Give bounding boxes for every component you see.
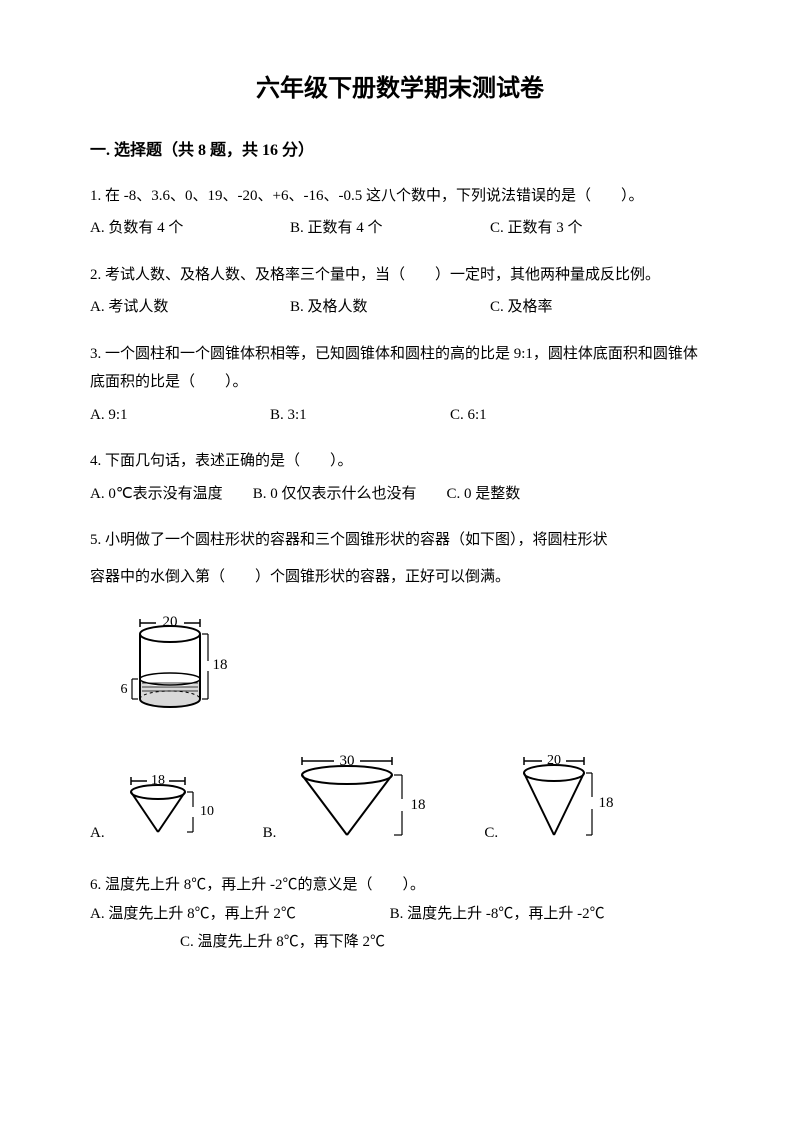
question-6: 6. 温度先上升 8℃，再上升 -2℃的意义是（ ）。 A. 温度先上升 8℃，…	[90, 871, 710, 957]
q1-opt-b: B. 正数有 4 个	[290, 214, 450, 243]
q2-opt-c: C. 及格率	[490, 293, 650, 322]
cyl-height-label: 18	[213, 657, 228, 673]
cyl-water-label: 6	[121, 682, 128, 697]
q3-options: A. 9:1 B. 3:1 C. 6:1	[90, 401, 710, 430]
cone-b-icon: 30 18	[284, 747, 444, 847]
q4-stem: 4. 下面几句话，表述正确的是（ ）。	[90, 447, 710, 476]
q2-opt-a: A. 考试人数	[90, 293, 250, 322]
cone-b: B. 30 18	[263, 747, 445, 847]
cone-a-height: 10	[200, 804, 214, 819]
cone-b-label: B.	[263, 819, 277, 848]
question-5: 5. 小明做了一个圆柱形状的容器和三个圆锥形状的容器（如下图），将圆柱形状 容器…	[90, 526, 710, 847]
q4-opt-b: B. 0 仅仅表示什么也没有	[253, 480, 417, 509]
section-header: 一. 选择题（共 8 题，共 16 分）	[90, 138, 710, 164]
q4-options: A. 0℃表示没有温度 B. 0 仅仅表示什么也没有 C. 0 是整数	[90, 480, 710, 509]
q1-options: A. 负数有 4 个 B. 正数有 4 个 C. 正数有 3 个	[90, 214, 710, 243]
cone-c-height: 18	[599, 795, 614, 811]
q2-opt-b: B. 及格人数	[290, 293, 450, 322]
cone-a: A. 18 10	[90, 767, 223, 847]
q6-opt-c: C. 温度先上升 8℃，再下降 2℃	[180, 934, 385, 950]
q4-opt-a: A. 0℃表示没有温度	[90, 480, 223, 509]
q3-opt-b: B. 3:1	[270, 401, 410, 430]
q1-opt-c: C. 正数有 3 个	[490, 214, 650, 243]
cone-a-icon: 18 10	[113, 767, 223, 847]
cone-options: A. 18 10 B.	[90, 747, 710, 847]
q3-opt-a: A. 9:1	[90, 401, 230, 430]
q6-stem: 6. 温度先上升 8℃，再上升 -2℃的意义是（ ）。	[90, 871, 710, 900]
question-1: 1. 在 -8、3.6、0、19、-20、+6、-16、-0.5 这八个数中，下…	[90, 182, 710, 243]
q6-opt-a: A. 温度先上升 8℃，再上升 2℃	[90, 906, 296, 922]
q2-stem: 2. 考试人数、及格人数、及格率三个量中，当（ ）一定时，其他两种量成反比例。	[90, 261, 710, 290]
cone-b-height: 18	[411, 797, 426, 813]
q3-stem: 3. 一个圆柱和一个圆锥体积相等，已知圆锥体和圆柱的高的比是 9:1，圆柱体底面…	[90, 340, 710, 397]
page-title: 六年级下册数学期末测试卷	[90, 70, 710, 108]
question-4: 4. 下面几句话，表述正确的是（ ）。 A. 0℃表示没有温度 B. 0 仅仅表…	[90, 447, 710, 508]
cylinder-icon: 20 18 6	[120, 609, 250, 719]
q1-stem: 1. 在 -8、3.6、0、19、-20、+6、-16、-0.5 这八个数中，下…	[90, 182, 710, 211]
q6-opt-b: B. 温度先上升 -8℃，再上升 -2℃	[390, 906, 605, 922]
question-3: 3. 一个圆柱和一个圆锥体积相等，已知圆锥体和圆柱的高的比是 9:1，圆柱体底面…	[90, 340, 710, 430]
q3-opt-c: C. 6:1	[450, 401, 487, 430]
q4-opt-c: C. 0 是整数	[446, 480, 520, 509]
cone-c-icon: 20 18	[506, 747, 626, 847]
cyl-top-label: 20	[163, 614, 178, 630]
cone-a-label: A.	[90, 819, 105, 848]
q6-options: A. 温度先上升 8℃，再上升 2℃ B. 温度先上升 -8℃，再上升 -2℃ …	[90, 900, 710, 957]
cone-c-label: C.	[484, 819, 498, 848]
q1-opt-a: A. 负数有 4 个	[90, 214, 250, 243]
q5-line2: 容器中的水倒入第（ ）个圆锥形状的容器，正好可以倒满。	[90, 563, 710, 592]
question-2: 2. 考试人数、及格人数、及格率三个量中，当（ ）一定时，其他两种量成反比例。 …	[90, 261, 710, 322]
q5-line1: 5. 小明做了一个圆柱形状的容器和三个圆锥形状的容器（如下图），将圆柱形状	[90, 526, 710, 555]
cone-c: C. 20 18	[484, 747, 626, 847]
q2-options: A. 考试人数 B. 及格人数 C. 及格率	[90, 293, 710, 322]
cylinder-figure: 20 18 6	[120, 609, 710, 719]
